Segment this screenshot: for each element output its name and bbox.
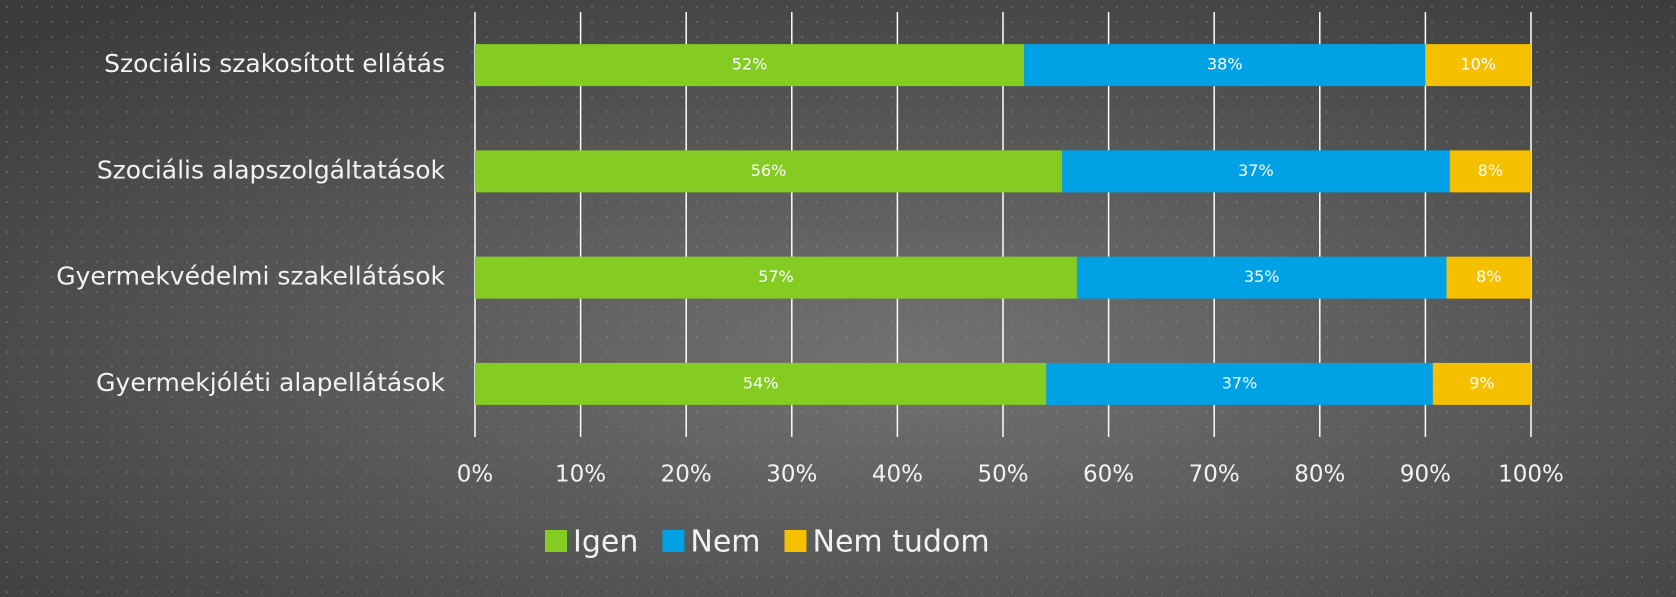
x-tick-label: 70% xyxy=(1189,462,1240,488)
bar-segment xyxy=(1024,44,1426,87)
legend-label: Nem tudom xyxy=(813,525,990,560)
bar-segment xyxy=(1449,150,1531,193)
y-tick-label: Gyermekjóléti alapellátások xyxy=(96,368,445,397)
data-label: 37% xyxy=(1238,161,1274,180)
bar-segment xyxy=(1046,362,1433,405)
legend-swatch xyxy=(545,530,567,552)
data-label: 57% xyxy=(758,267,794,286)
data-label: 8% xyxy=(1476,267,1501,286)
legend-label: Nem xyxy=(690,525,760,560)
legend-label: Igen xyxy=(573,525,638,560)
bar-segment xyxy=(1425,44,1531,87)
x-tick-label: 40% xyxy=(872,462,923,488)
y-tick-label: Szociális szakosított ellátás xyxy=(104,49,445,78)
data-label: 9% xyxy=(1469,373,1494,392)
x-tick-label: 0% xyxy=(457,462,494,488)
bar-segment xyxy=(1446,256,1531,299)
data-label: 8% xyxy=(1478,161,1503,180)
x-tick-label: 30% xyxy=(766,462,817,488)
data-label: 52% xyxy=(732,55,768,74)
data-label: 35% xyxy=(1244,267,1280,286)
bar-segment xyxy=(1062,150,1450,193)
x-tick-label: 50% xyxy=(977,462,1028,488)
x-tick-label: 80% xyxy=(1294,462,1345,488)
data-label: 37% xyxy=(1222,373,1258,392)
data-label: 10% xyxy=(1460,55,1496,74)
x-tick-label: 10% xyxy=(555,462,606,488)
data-label: 38% xyxy=(1207,55,1243,74)
bar-segment xyxy=(1076,256,1447,299)
bar-segment xyxy=(1432,362,1531,405)
bar-segment xyxy=(475,44,1025,87)
x-tick-label: 60% xyxy=(1083,462,1134,488)
x-tick-label: 100% xyxy=(1498,462,1564,488)
legend-swatch xyxy=(662,530,685,552)
data-label: 56% xyxy=(751,161,787,180)
bar-segment xyxy=(475,362,1047,405)
x-tick-label: 90% xyxy=(1400,462,1451,488)
bar-segment xyxy=(475,150,1063,193)
y-tick-label: Gyermekvédelmi szakellátások xyxy=(56,262,445,291)
legend-swatch xyxy=(784,530,807,552)
data-label: 54% xyxy=(743,373,779,392)
y-tick-label: Szociális alapszolgáltatások xyxy=(97,155,446,184)
x-tick-label: 20% xyxy=(661,462,712,488)
bar-segment xyxy=(475,256,1077,299)
